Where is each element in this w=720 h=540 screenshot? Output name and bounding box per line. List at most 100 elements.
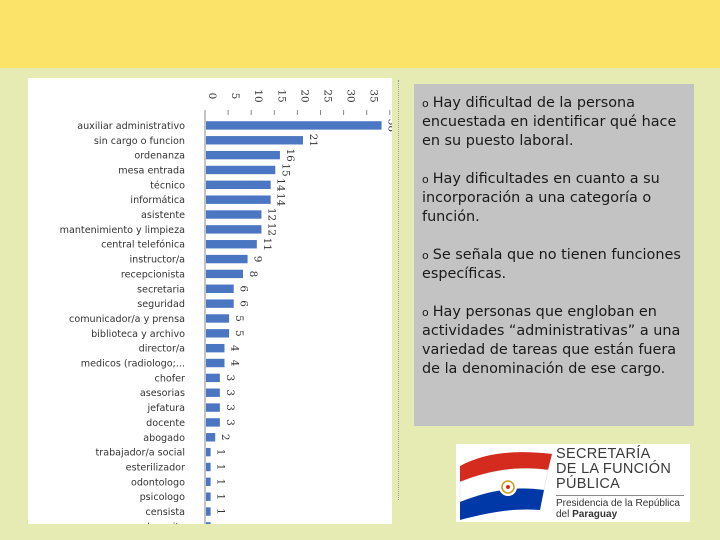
value-label: 2 (219, 434, 231, 441)
bar (206, 329, 230, 338)
observations-box: o Hay dificultad de la persona encuestada… (414, 84, 694, 426)
bar (206, 403, 220, 412)
value-label: 1 (215, 464, 227, 471)
value-label: 5 (233, 315, 245, 322)
value-label: 16 (284, 148, 296, 162)
category-label: trabajador/a social (95, 448, 185, 459)
logo-text-line2: DE LA FUNCIÓN (556, 461, 672, 477)
category-label: informática (130, 194, 185, 206)
x-tick-label: 20 (298, 89, 310, 102)
value-label: 4 (228, 360, 240, 367)
bar (206, 121, 382, 130)
sfp-logo: SECRETARÍA DE LA FUNCIÓN PÚBLICA Preside… (456, 444, 690, 522)
bar (206, 418, 220, 427)
bar (206, 136, 304, 145)
value-label: 1 (215, 523, 227, 524)
value-label: 14 (275, 178, 287, 192)
category-label: chofer (155, 373, 186, 384)
value-label: 1 (215, 493, 227, 500)
bar-chart-panel: 0510152025303540auxiliar administrativo3… (28, 78, 392, 524)
category-label: biblioteca y archivo (91, 329, 185, 340)
value-label: 1 (215, 508, 227, 515)
bar (206, 240, 257, 249)
value-label: 21 (307, 134, 319, 147)
category-label: mantenimiento y limpieza (60, 225, 185, 236)
value-label: 15 (279, 163, 291, 176)
observation-item: o Hay dificultades en cuanto a su incorpo… (422, 170, 686, 227)
bar (206, 314, 230, 323)
bar (206, 210, 262, 219)
bar (206, 447, 211, 457)
bar (206, 225, 262, 234)
x-tick-label: 35 (368, 89, 380, 102)
category-label: recepcionista (121, 269, 185, 280)
bar (206, 165, 276, 175)
x-tick-label: 10 (252, 89, 264, 102)
bar (206, 522, 211, 524)
observation-item: o Hay dificultad de la persona encuestada… (422, 94, 686, 151)
x-tick-label: 30 (345, 89, 357, 102)
value-label: 1 (215, 478, 227, 485)
bullet-marker: o (422, 97, 429, 110)
bar (206, 388, 220, 397)
value-label: 3 (224, 389, 236, 396)
category-label: ordenanza (134, 151, 185, 162)
value-label: 3 (224, 419, 236, 426)
x-tick-label: 15 (275, 89, 287, 102)
value-label: 5 (233, 330, 245, 337)
category-label: censista (145, 507, 185, 518)
header-band (0, 0, 720, 68)
observation-text: Se señala que no tienen funciones especí… (422, 247, 681, 282)
bar (206, 299, 234, 308)
category-label: director/a (139, 344, 185, 355)
bar (206, 492, 211, 501)
bullet-marker: o (422, 249, 429, 262)
bullet-marker: o (422, 173, 429, 186)
x-tick-label: 5 (229, 93, 241, 100)
category-label: deposito (144, 522, 185, 524)
bar (206, 150, 280, 160)
category-label: jefatura (147, 403, 186, 414)
observation-text: Hay dificultad de la persona encuestada … (422, 95, 677, 149)
category-label: medicos (radiologo;... (81, 359, 185, 370)
logo-text-line5: del Paraguay (556, 509, 617, 520)
bar (206, 358, 225, 368)
category-label: esterilizador (126, 462, 185, 473)
bar (206, 507, 211, 516)
category-label: asesorias (140, 388, 185, 399)
category-label: psicologo (140, 492, 186, 503)
value-label: 9 (252, 256, 264, 263)
value-label: 3 (224, 375, 236, 382)
value-label: 1 (215, 449, 227, 456)
bar (206, 462, 211, 472)
category-label: auxiliar administrativo (77, 121, 185, 132)
bar (206, 284, 234, 293)
value-label: 6 (238, 285, 250, 292)
category-label: instructor/a (130, 255, 186, 266)
x-tick-label: 0 (206, 93, 218, 100)
bar (206, 433, 216, 442)
value-label: 8 (247, 271, 259, 278)
category-label: secretaria (137, 284, 185, 295)
category-label: sin cargo o funcion (94, 136, 185, 147)
category-label: asistente (141, 210, 185, 221)
category-label: seguridad (137, 299, 185, 310)
logo-text-line1: SECRETARÍA (556, 446, 651, 462)
bar (206, 373, 220, 383)
bar (206, 343, 225, 353)
value-label: 6 (238, 300, 250, 307)
category-label: mesa entrada (118, 165, 185, 176)
category-label: técnico (150, 179, 185, 191)
bar (206, 195, 271, 204)
bar (206, 477, 211, 487)
observation-item: o Hay personas que engloban en actividade… (422, 303, 686, 379)
bar (206, 180, 271, 190)
bar (206, 269, 243, 279)
value-label: 12 (265, 208, 277, 221)
x-tick-label: 25 (322, 89, 334, 102)
value-label: 4 (228, 345, 240, 352)
bar (206, 254, 248, 264)
logo-text-line3: PÚBLICA (556, 476, 621, 492)
observation-text: Hay dificultades en cuanto a su incorpor… (422, 171, 660, 225)
paraguay-flag-emblem-icon (459, 452, 552, 520)
